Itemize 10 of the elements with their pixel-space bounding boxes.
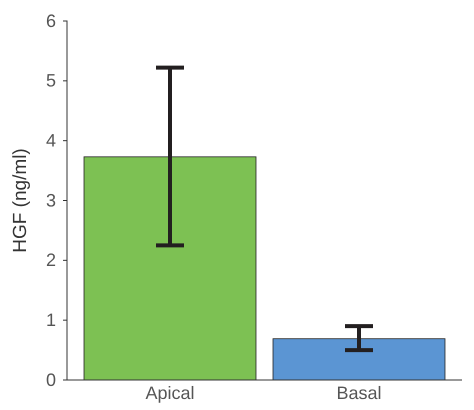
y-tick-label: 2 <box>46 250 56 270</box>
y-axis-title: HGF (ng/ml) <box>10 148 31 253</box>
y-tick-label: 6 <box>46 10 56 31</box>
y-tick-label: 5 <box>46 70 56 91</box>
x-tick-label: Apical <box>145 383 195 404</box>
y-tick-label: 4 <box>46 130 56 150</box>
y-tick-label: 1 <box>46 310 56 330</box>
y-tick-label: 3 <box>46 190 56 210</box>
y-tick-label: 0 <box>46 370 56 390</box>
x-tick-label: Basal <box>336 383 382 404</box>
